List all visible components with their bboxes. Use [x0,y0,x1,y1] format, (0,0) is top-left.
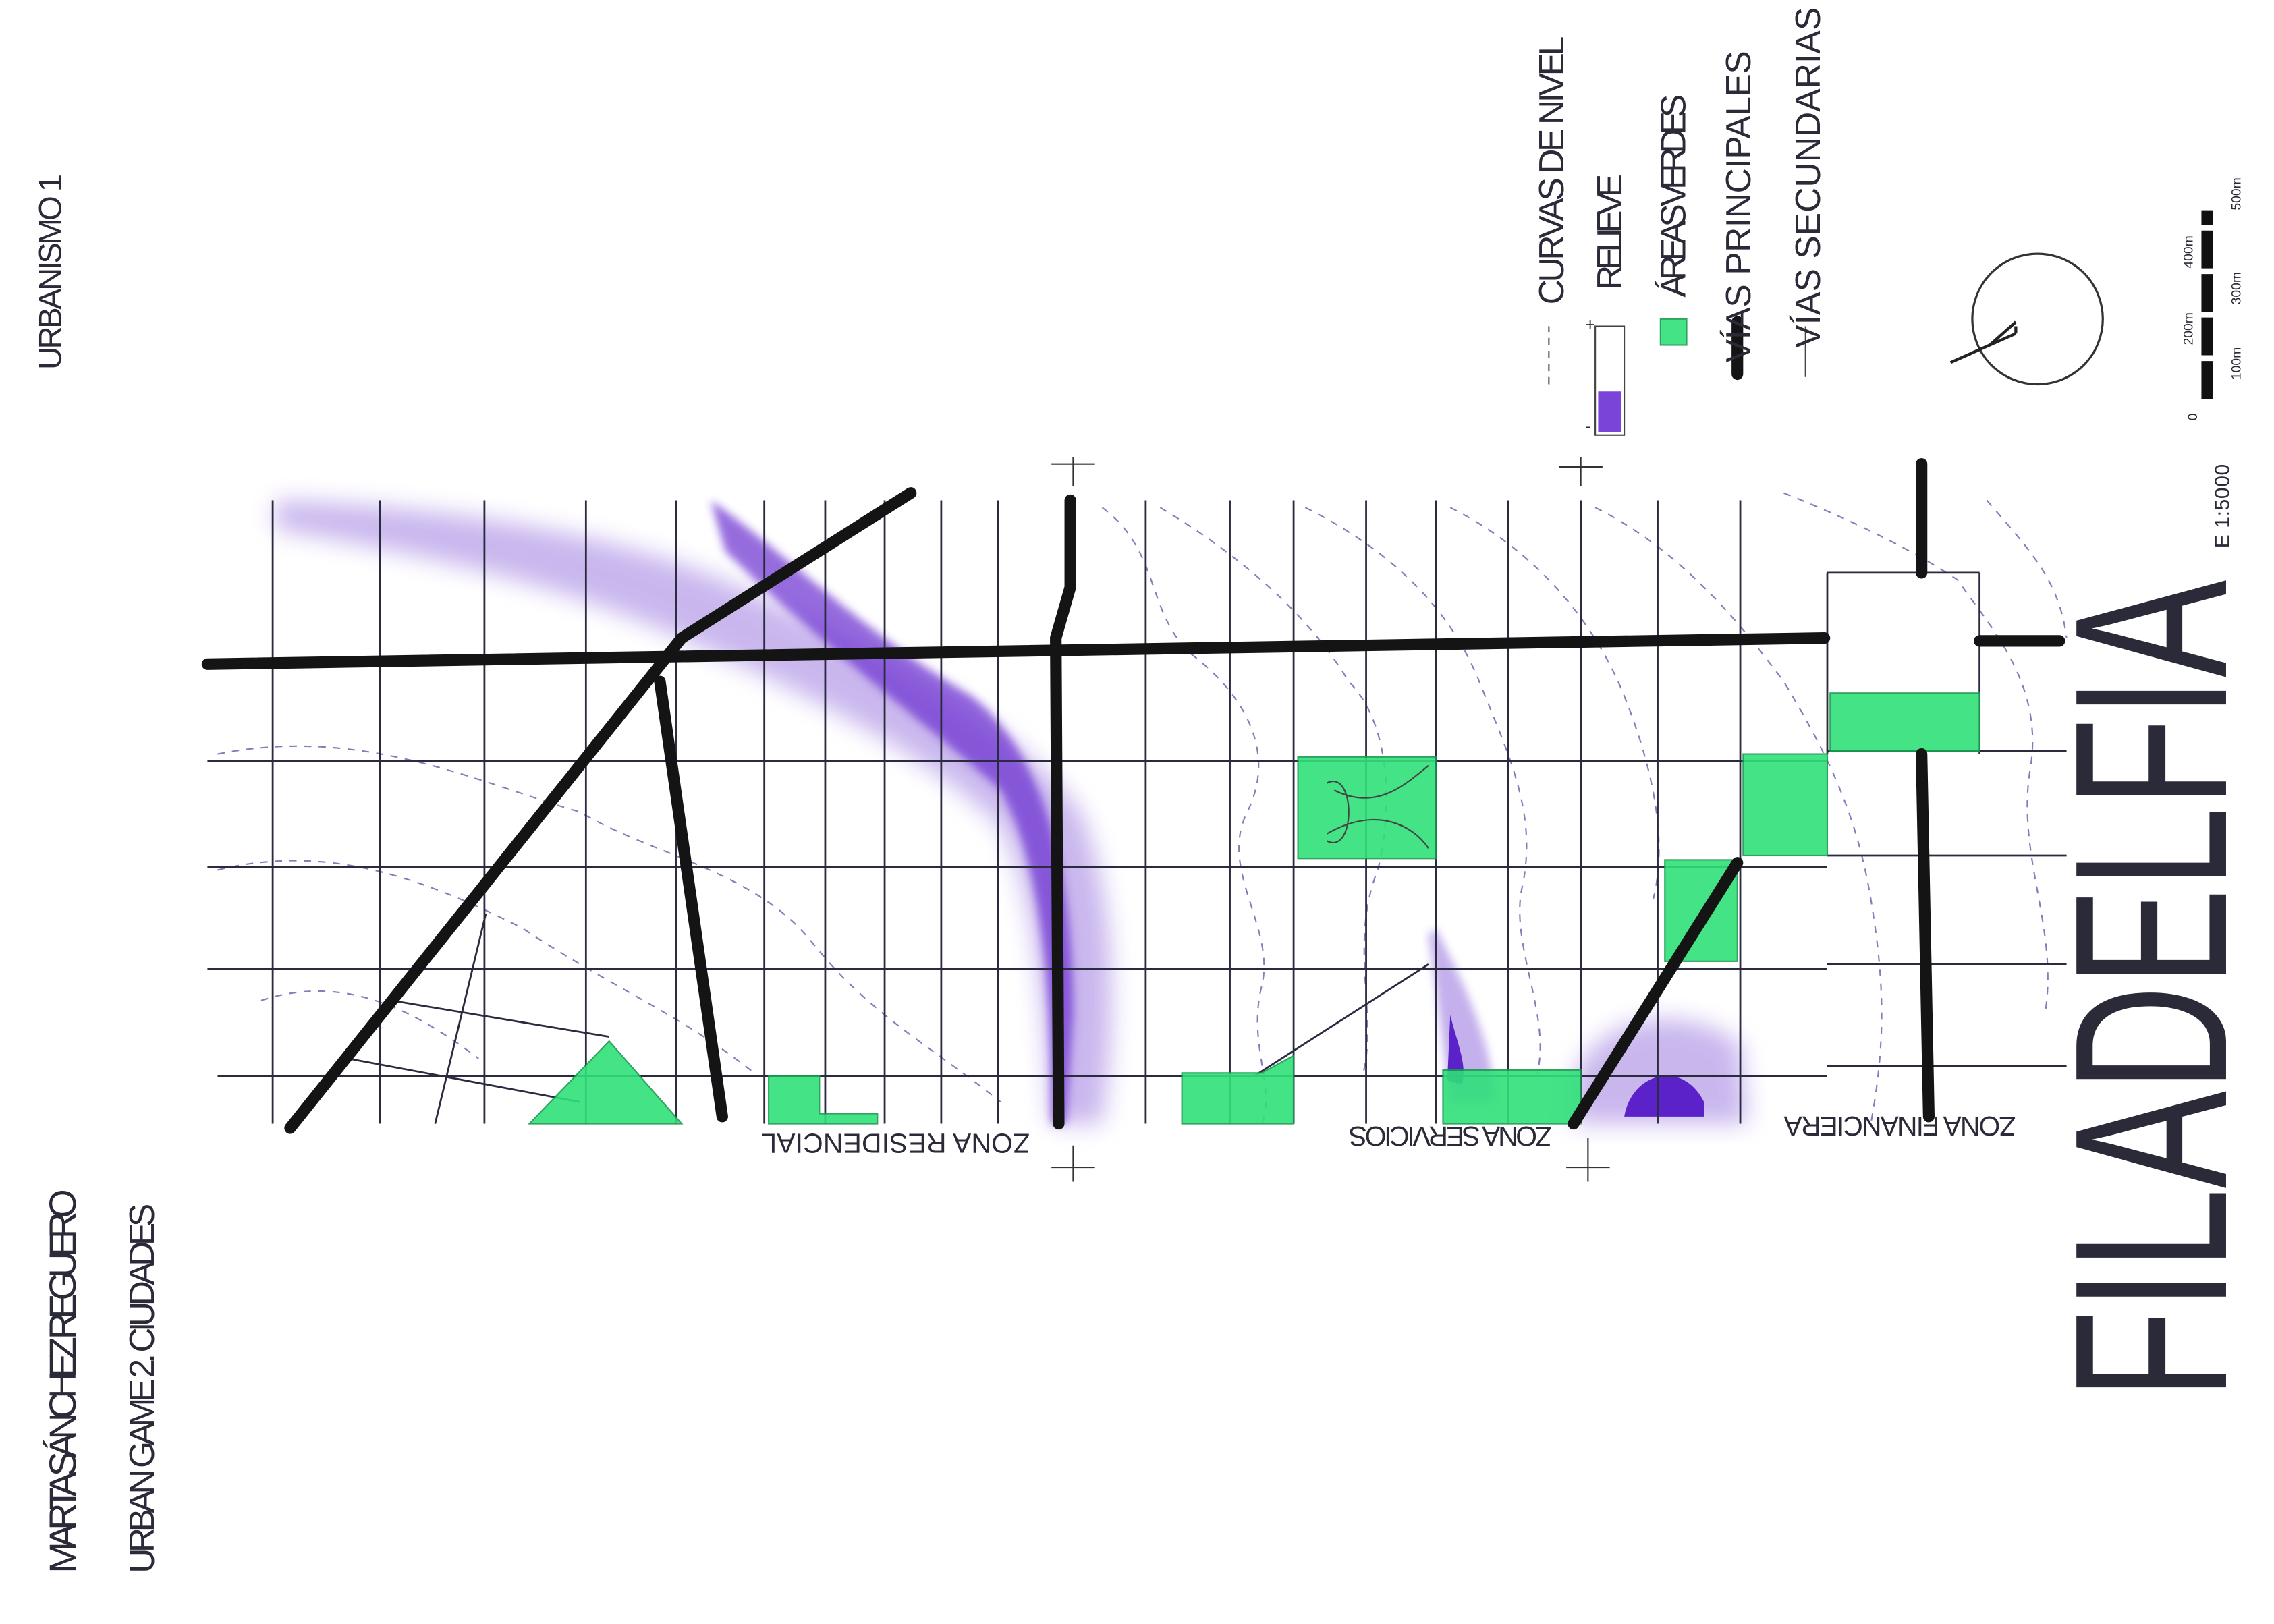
relief [275,500,1748,1124]
zone-label: ZONA SERVICIOS [1349,1121,1552,1152]
scale-label: E 1:5000 [2211,464,2234,549]
zone-label: ZONA RESIDENCIAL [761,1128,1030,1159]
green-areas [527,692,1980,1125]
labels: URBANISMO 1 MARTA SÁNCHEZ REGUERO URBAN … [32,7,2273,1573]
project: URBAN GAME 2. CIUDADES [122,1204,161,1573]
course: URBANISMO 1 [32,174,68,370]
scale-bar-label: 500m [2229,177,2244,210]
scale-bar-label: 400m [2182,235,2196,268]
author: MARTA SÁNCHEZ REGUERO [41,1189,84,1573]
park [1742,753,1829,857]
relief-high: + [1585,316,1595,335]
north-arrow [1971,252,2104,386]
scale-bar-label: 100m [2229,347,2244,380]
title: FILADELFIA [2030,580,2273,1399]
section-arrows [1051,456,1610,1182]
park [527,1040,684,1125]
park [768,1075,879,1125]
scale-bar-label: 0 [2186,413,2200,420]
legend-item: VÍAS PRINCIPALES [1719,51,1758,362]
park [1829,692,1980,752]
legend-item: RELIEVE [1590,174,1629,290]
scale-bar-label: 200m [2182,312,2196,345]
zone-label: ZONA FINANCIERA [1783,1111,2016,1142]
scale-bar-label: 300m [2229,272,2244,304]
park [1181,1054,1295,1125]
main-roads [201,458,2065,1134]
contour-lines [217,492,2068,1124]
legend-item: ÁREAS VERDES [1653,94,1692,298]
park [1297,756,1437,860]
legend-item: VÍAS SECUNDARIAS [1788,7,1827,348]
legend-item: CURVAS DE NIVEL [1532,36,1571,305]
park [1442,1069,1582,1125]
relief-low: - [1585,417,1591,436]
secondary-roads [207,500,2067,1124]
